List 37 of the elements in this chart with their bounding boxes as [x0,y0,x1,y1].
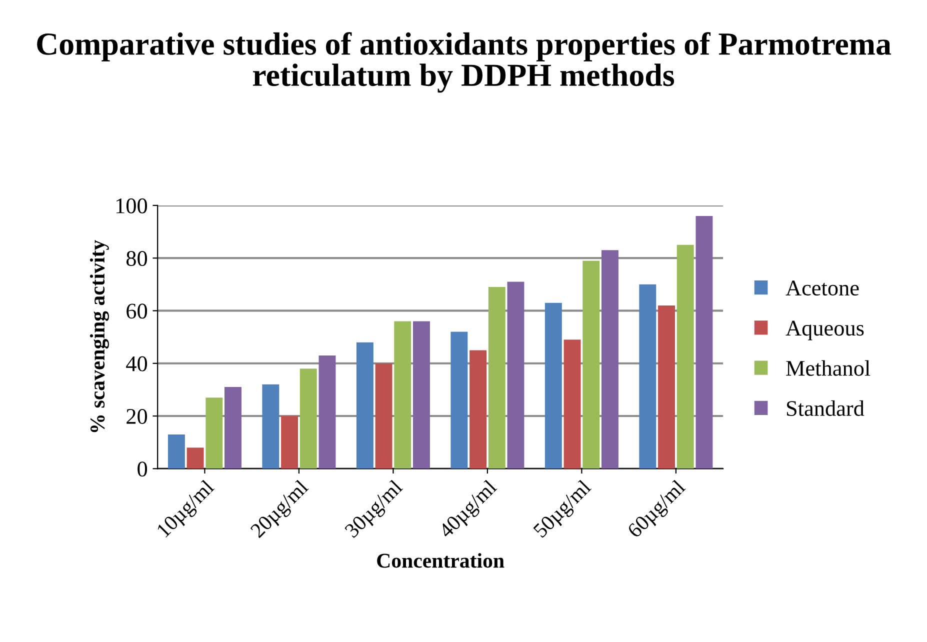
chart-title: Comparative studies of antioxidants properties of Parmotrema reticulatum by DDPH methods [37,32,891,93]
bar [186,448,204,469]
bar [412,321,430,469]
bar [639,284,656,469]
bar [488,287,506,469]
legend-label: Methanol [786,360,870,376]
y-tick-label: 20 [126,408,148,424]
legend-label: Aqueous [786,320,864,340]
bar [544,302,562,469]
bar [262,384,280,469]
y-tick-label: 60 [126,304,148,319]
bar [658,305,675,469]
bar [696,216,713,469]
bar [601,250,618,469]
bar [470,350,487,469]
bar [507,282,524,469]
bar [224,387,242,469]
x-axis-title: Concentration [377,553,504,568]
y-tick-label: 40 [126,356,148,372]
bar [281,416,298,469]
legend-label: Acetone [786,280,859,296]
bar [356,342,374,469]
bar [300,368,317,469]
bar [375,363,392,469]
bar [564,340,581,469]
legend-label: Standard [786,400,864,416]
y-tick-label: 100 [116,198,148,214]
bar [582,260,600,469]
bar [676,244,694,469]
y-tick-label: 80 [126,251,148,266]
y-tick-label: 0 [138,462,148,477]
bar [450,332,468,469]
bar [394,321,412,469]
bar [318,355,336,469]
bar [206,398,223,469]
y-axis-title: % scavenging activity [90,240,109,432]
bar [168,434,185,469]
